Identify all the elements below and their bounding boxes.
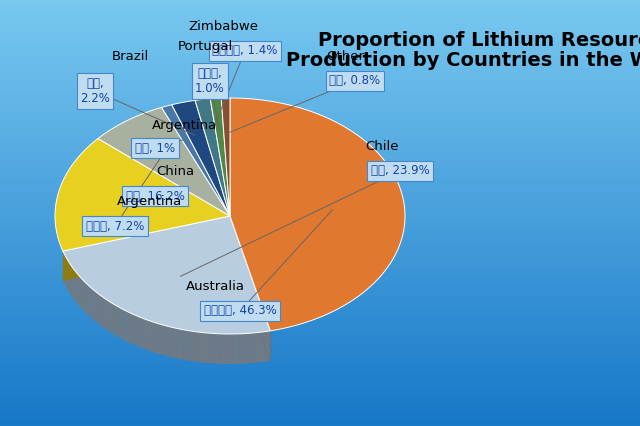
Polygon shape bbox=[113, 304, 118, 337]
Text: Portugal: Portugal bbox=[177, 40, 232, 53]
Text: 智利, 23.9%: 智利, 23.9% bbox=[371, 164, 429, 178]
Polygon shape bbox=[88, 285, 92, 318]
Text: Argentina: Argentina bbox=[152, 119, 218, 132]
Polygon shape bbox=[72, 267, 75, 300]
Polygon shape bbox=[195, 99, 230, 216]
Polygon shape bbox=[100, 295, 104, 328]
Polygon shape bbox=[148, 320, 154, 352]
Polygon shape bbox=[184, 330, 189, 361]
Polygon shape bbox=[258, 332, 264, 363]
Polygon shape bbox=[230, 216, 270, 361]
Polygon shape bbox=[208, 333, 214, 363]
Text: 中国, 16.2%: 中国, 16.2% bbox=[125, 190, 184, 202]
Polygon shape bbox=[98, 107, 230, 216]
Text: 澳大利亚, 46.3%: 澳大利亚, 46.3% bbox=[204, 305, 276, 317]
Text: 津巴布韦, 1.4%: 津巴布韦, 1.4% bbox=[212, 44, 278, 58]
Polygon shape bbox=[233, 334, 239, 364]
Polygon shape bbox=[75, 271, 78, 304]
Polygon shape bbox=[230, 98, 405, 331]
Polygon shape bbox=[189, 331, 196, 362]
Polygon shape bbox=[69, 263, 72, 297]
Polygon shape bbox=[161, 105, 230, 216]
Polygon shape bbox=[138, 317, 143, 348]
Polygon shape bbox=[63, 216, 230, 281]
Polygon shape bbox=[104, 298, 108, 331]
Polygon shape bbox=[172, 101, 230, 216]
Polygon shape bbox=[65, 255, 67, 289]
Text: Proportion of Lithium Resource: Proportion of Lithium Resource bbox=[317, 31, 640, 50]
Polygon shape bbox=[264, 331, 270, 362]
Polygon shape bbox=[154, 322, 160, 354]
Polygon shape bbox=[239, 334, 246, 364]
Polygon shape bbox=[127, 312, 132, 344]
Polygon shape bbox=[221, 334, 227, 364]
Polygon shape bbox=[67, 259, 69, 293]
Polygon shape bbox=[227, 334, 233, 364]
Text: 美国, 1%: 美国, 1% bbox=[135, 141, 175, 155]
Polygon shape bbox=[95, 291, 100, 325]
Polygon shape bbox=[166, 326, 172, 357]
Polygon shape bbox=[230, 216, 270, 361]
Polygon shape bbox=[221, 98, 230, 216]
Text: Australia: Australia bbox=[186, 280, 244, 293]
Polygon shape bbox=[178, 328, 184, 360]
Text: 葡萄牙,
1.0%: 葡萄牙, 1.0% bbox=[195, 67, 225, 95]
Text: 巴西,
2.2%: 巴西, 2.2% bbox=[80, 77, 110, 105]
Polygon shape bbox=[196, 332, 202, 363]
Polygon shape bbox=[108, 301, 113, 334]
Polygon shape bbox=[63, 216, 230, 281]
Text: China: China bbox=[156, 165, 194, 178]
Polygon shape bbox=[252, 332, 258, 363]
Polygon shape bbox=[160, 324, 166, 356]
Text: Other: Other bbox=[326, 50, 364, 63]
Polygon shape bbox=[214, 334, 221, 364]
Polygon shape bbox=[55, 138, 230, 251]
Polygon shape bbox=[118, 306, 122, 339]
Polygon shape bbox=[84, 282, 88, 315]
Text: Brazil: Brazil bbox=[111, 50, 148, 63]
Polygon shape bbox=[63, 216, 270, 334]
Polygon shape bbox=[202, 332, 208, 363]
Text: Argentina: Argentina bbox=[117, 195, 182, 208]
Polygon shape bbox=[143, 319, 148, 351]
Polygon shape bbox=[172, 327, 178, 359]
Polygon shape bbox=[63, 251, 65, 285]
Polygon shape bbox=[92, 288, 95, 322]
Polygon shape bbox=[132, 314, 138, 346]
Text: Chile: Chile bbox=[365, 140, 399, 153]
Polygon shape bbox=[246, 333, 252, 363]
Text: Zimbabwe: Zimbabwe bbox=[188, 20, 258, 33]
Text: 其他, 0.8%: 其他, 0.8% bbox=[330, 75, 381, 87]
Polygon shape bbox=[122, 309, 127, 342]
Text: Production by Countries in the World: Production by Countries in the World bbox=[286, 51, 640, 70]
Polygon shape bbox=[211, 98, 230, 216]
Text: 阿根廷, 7.2%: 阿根廷, 7.2% bbox=[86, 219, 144, 233]
Polygon shape bbox=[81, 278, 84, 311]
Polygon shape bbox=[78, 274, 81, 308]
